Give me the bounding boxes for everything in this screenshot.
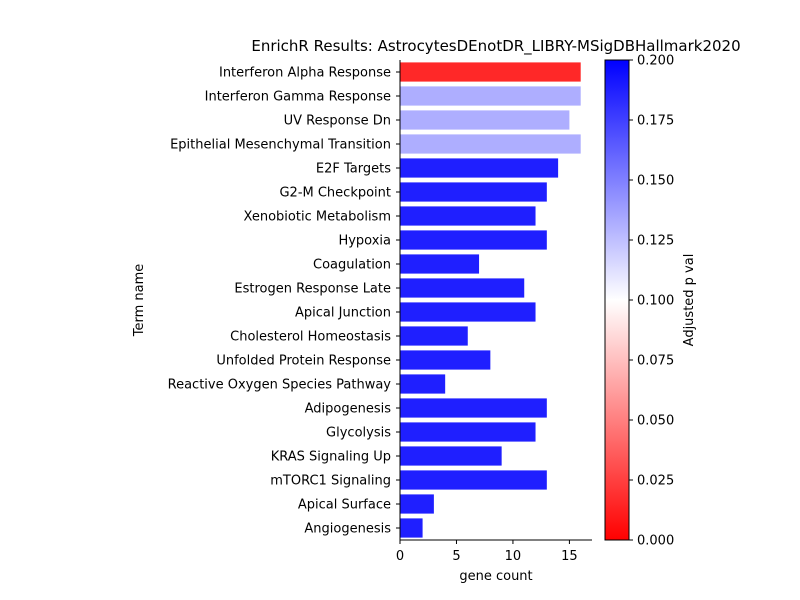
chart-title: EnrichR Results: AstrocytesDEnotDR_LIBRY…	[251, 37, 740, 56]
colorbar	[604, 59, 630, 541]
y-tick-label: Epithelial Mesenchymal Transition	[170, 138, 391, 153]
colorbar-tick-label: 0.025	[637, 474, 674, 489]
y-tick-label: UV Response Dn	[284, 114, 391, 129]
bar	[400, 518, 423, 538]
colorbar-tick-label: 0.175	[637, 114, 674, 129]
y-tick-label: G2-M Checkpoint	[279, 186, 391, 201]
colorbar-ticks: 0.000 0.025 0.050 0.075 0.100 0.125 0.150 0.175…	[629, 54, 674, 549]
bar	[400, 134, 581, 154]
bar	[400, 230, 547, 250]
bar	[400, 326, 468, 346]
colorbar-tick-label: 0.100	[637, 294, 674, 309]
bar	[400, 374, 446, 394]
bar	[400, 470, 547, 490]
colorbar-tick-label: 0.125	[637, 234, 674, 249]
bar	[400, 62, 581, 82]
bar	[400, 494, 434, 514]
y-tick-label: Cholesterol Homeostasis	[230, 330, 391, 345]
bar	[400, 302, 536, 322]
bar	[400, 182, 547, 202]
colorbar-tick-label: 0.050	[637, 414, 674, 429]
x-axis-ticks: 0 5 10 15	[396, 540, 578, 564]
y-tick-label: Reactive Oxygen Species Pathway	[168, 378, 392, 393]
bar	[400, 86, 581, 106]
x-tick-label: 5	[452, 549, 460, 564]
colorbar-tick-label: 0.200	[637, 54, 674, 69]
y-tick-label: Glycolysis	[326, 426, 391, 441]
y-tick-label: Coagulation	[313, 258, 391, 273]
y-axis-label: Term name	[132, 264, 147, 338]
x-tick-label: 0	[396, 549, 404, 564]
bar	[400, 254, 480, 274]
bar	[400, 278, 525, 298]
y-tick-label: Adipogenesis	[305, 402, 392, 417]
y-tick-label: Hypoxia	[338, 234, 391, 249]
colorbar-tick-label: 0.000	[637, 534, 674, 549]
bar	[400, 206, 536, 226]
colorbar-tick-label: 0.075	[637, 354, 674, 369]
bar	[400, 422, 536, 442]
y-tick-label: Xenobiotic Metabolism	[244, 210, 391, 225]
x-tick-label: 15	[561, 549, 578, 564]
bars-layer	[400, 62, 581, 538]
x-axis-label: gene count	[459, 569, 532, 584]
bar	[400, 446, 502, 466]
y-tick-label: E2F Targets	[316, 162, 391, 177]
y-tick-labels: Interferon Alpha Response Interferon Gamm…	[168, 66, 400, 537]
y-tick-label: Estrogen Response Late	[234, 282, 391, 297]
bar	[400, 350, 491, 370]
colorbar-label: Adjusted p val	[682, 254, 697, 347]
bar	[400, 158, 559, 178]
y-tick-label: Apical Junction	[295, 306, 391, 321]
y-tick-label: Angiogenesis	[304, 522, 391, 537]
y-tick-label: KRAS Signaling Up	[271, 450, 391, 465]
bar	[400, 110, 570, 130]
x-tick-label: 10	[505, 549, 522, 564]
y-tick-label: Apical Surface	[298, 498, 391, 513]
y-tick-label: Interferon Alpha Response	[219, 66, 391, 81]
y-tick-label: Interferon Gamma Response	[205, 90, 391, 105]
y-tick-label: Unfolded Protein Response	[216, 354, 391, 369]
colorbar-tick-label: 0.150	[637, 174, 674, 189]
bar	[400, 398, 547, 418]
y-tick-label: mTORC1 Signaling	[270, 474, 391, 489]
